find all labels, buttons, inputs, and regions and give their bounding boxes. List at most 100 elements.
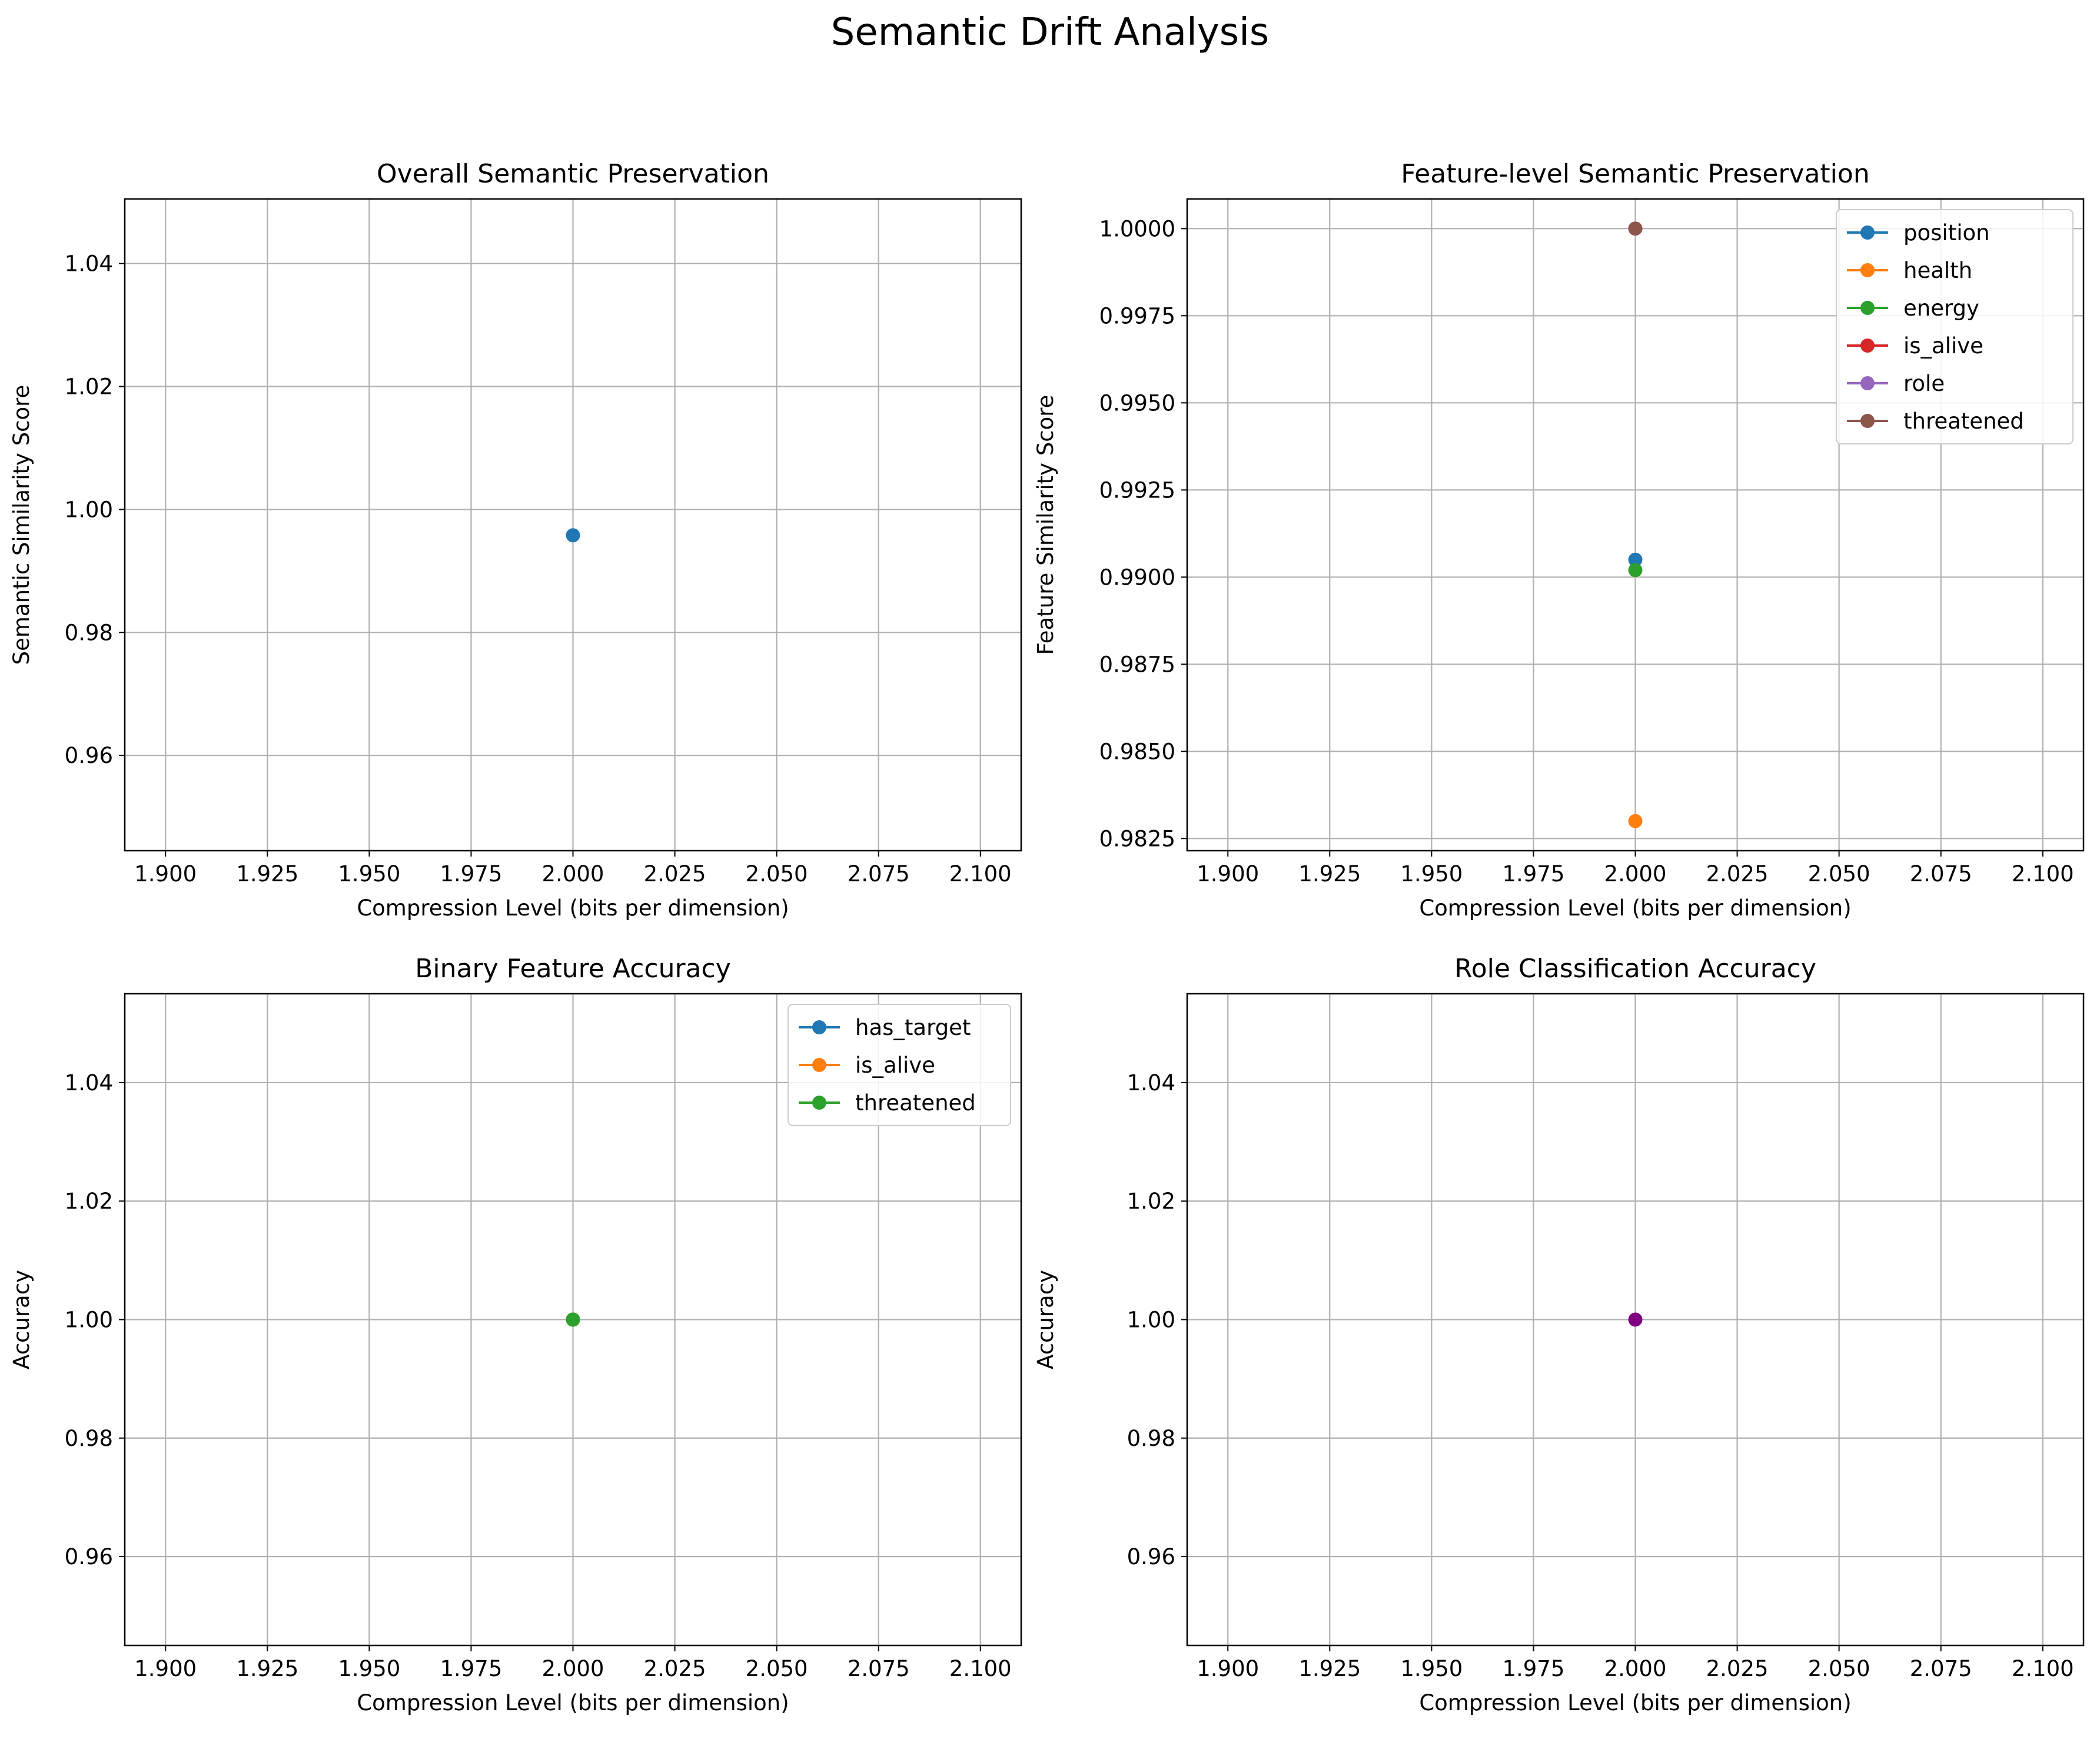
data-point-value xyxy=(1628,1312,1643,1327)
y-tick-label: 0.9925 xyxy=(1099,477,1175,503)
y-tick-label: 0.9850 xyxy=(1099,739,1175,764)
legend-marker xyxy=(1860,339,1875,353)
x-tick-label: 1.950 xyxy=(338,861,400,887)
axes-frame xyxy=(1186,993,2085,1647)
axes-frame xyxy=(124,993,1022,1647)
legend-label: is_alive xyxy=(1903,333,1983,359)
y-tick-label: 1.0000 xyxy=(1099,216,1175,241)
legend-marker xyxy=(1860,301,1875,315)
legend-marker xyxy=(1860,225,1875,240)
x-tick-label: 1.900 xyxy=(1197,861,1259,887)
data-point-threatened xyxy=(566,1312,580,1327)
x-tick-label: 2.050 xyxy=(1808,861,1870,887)
y-tick-label: 1.02 xyxy=(65,1189,113,1214)
legend-label: health xyxy=(1903,258,1972,283)
x-tick-label: 2.100 xyxy=(949,1656,1012,1681)
x-tick-label: 1.925 xyxy=(236,861,298,887)
y-tick-label: 1.00 xyxy=(1127,1308,1175,1333)
y-axis-label: Accuracy xyxy=(1033,1270,1058,1369)
y-tick-label: 1.00 xyxy=(65,497,113,522)
legend-label: threatened xyxy=(855,1090,976,1116)
x-tick-label: 2.000 xyxy=(542,861,604,887)
subplot-4: 1.900 1.925 1.950 1.975 2.000 2.025 2.050 2.075… xyxy=(1033,954,2085,1716)
y-tick-label: 1.02 xyxy=(65,374,113,400)
x-axis-label: Compression Level (bits per dimension) xyxy=(357,895,789,921)
subplot-title: Binary Feature Accuracy xyxy=(415,954,731,984)
y-tick-label: 0.98 xyxy=(65,1426,113,1451)
x-tick-label: 2.100 xyxy=(949,861,1012,887)
legend-marker xyxy=(812,1058,826,1072)
y-axis-label: Feature Similarity Score xyxy=(1033,395,1058,655)
y-tick-label: 1.04 xyxy=(65,251,113,277)
x-tick-label: 2.100 xyxy=(2012,861,2074,887)
axes-frame xyxy=(1186,198,2085,852)
subplot-title: Feature-level Semantic Preservation xyxy=(1401,159,1869,189)
x-tick-label: 2.050 xyxy=(746,1656,808,1681)
x-tick-label: 2.000 xyxy=(542,1656,604,1681)
x-tick-label: 2.025 xyxy=(1706,1656,1769,1681)
figure-title: Semantic Drift Analysis xyxy=(830,11,1270,54)
legend-marker xyxy=(1860,263,1875,277)
legend-box xyxy=(1836,209,2074,444)
legend-marker xyxy=(812,1096,826,1110)
x-tick-label: 1.900 xyxy=(1197,1656,1259,1681)
x-tick-label: 2.075 xyxy=(848,861,910,887)
y-tick-label: 0.98 xyxy=(65,620,113,645)
axes-frame xyxy=(124,198,1022,852)
x-tick-label: 1.975 xyxy=(440,861,502,887)
legend-marker xyxy=(1860,376,1875,390)
y-tick-label: 0.9950 xyxy=(1099,390,1175,416)
y-tick-label: 0.98 xyxy=(1127,1426,1175,1451)
data-point-value xyxy=(566,528,580,543)
data-point-energy xyxy=(1628,563,1643,578)
x-tick-label: 1.975 xyxy=(1502,861,1564,887)
x-tick-label: 1.950 xyxy=(338,1656,400,1681)
y-axis-label: Semantic Similarity Score xyxy=(9,385,34,665)
y-tick-label: 0.96 xyxy=(1127,1544,1175,1570)
y-tick-label: 1.04 xyxy=(1127,1070,1175,1096)
x-tick-label: 2.025 xyxy=(644,1656,706,1681)
y-tick-label: 1.04 xyxy=(65,1070,113,1096)
legend: has_target is_alive threatened xyxy=(788,1004,1011,1126)
legend-label: position xyxy=(1903,220,1990,245)
x-tick-label: 1.975 xyxy=(440,1656,502,1681)
x-tick-label: 1.950 xyxy=(1400,861,1463,887)
y-tick-label: 1.02 xyxy=(1127,1189,1175,1214)
legend-label: role xyxy=(1903,371,1945,396)
x-axis-label: Compression Level (bits per dimension) xyxy=(1419,895,1851,921)
y-tick-label: 1.00 xyxy=(65,1308,113,1333)
x-tick-label: 2.075 xyxy=(1910,1656,1972,1681)
legend-box xyxy=(788,1004,1011,1126)
subplot-title: Role Classification Accuracy xyxy=(1454,954,1816,984)
y-tick-label: 0.9875 xyxy=(1099,652,1175,677)
x-tick-label: 2.000 xyxy=(1604,861,1667,887)
x-tick-label: 1.975 xyxy=(1502,1656,1564,1681)
x-tick-label: 2.075 xyxy=(1910,861,1972,887)
y-tick-label: 0.9975 xyxy=(1099,303,1175,329)
legend-marker xyxy=(812,1020,826,1034)
y-tick-label: 0.9825 xyxy=(1099,826,1175,851)
data-point-threatened xyxy=(1628,221,1643,236)
x-tick-label: 1.900 xyxy=(134,1656,197,1681)
subplot-2: 1.900 1.925 1.950 1.975 2.000 2.025 2.050 2.075… xyxy=(1033,159,2085,921)
legend-label: is_alive xyxy=(855,1053,935,1078)
x-tick-label: 1.950 xyxy=(1400,1656,1463,1681)
x-tick-label: 2.025 xyxy=(644,861,706,887)
data-point-health xyxy=(1628,814,1643,828)
y-axis-label: Accuracy xyxy=(9,1270,34,1369)
x-axis-label: Compression Level (bits per dimension) xyxy=(1419,1690,1851,1716)
legend-label: has_target xyxy=(855,1015,971,1040)
x-tick-label: 2.000 xyxy=(1604,1656,1667,1681)
x-tick-label: 1.900 xyxy=(134,861,197,887)
x-tick-label: 1.925 xyxy=(1298,861,1361,887)
y-tick-label: 0.9900 xyxy=(1099,565,1175,590)
legend-marker xyxy=(1860,414,1875,428)
legend-label: threatened xyxy=(1903,409,2024,434)
x-tick-label: 2.100 xyxy=(2012,1656,2074,1681)
x-tick-label: 2.075 xyxy=(848,1656,910,1681)
y-tick-label: 0.96 xyxy=(65,743,113,768)
subplot-1: 1.900 1.925 1.950 1.975 2.000 2.025 2.050 2.075… xyxy=(9,159,1022,921)
